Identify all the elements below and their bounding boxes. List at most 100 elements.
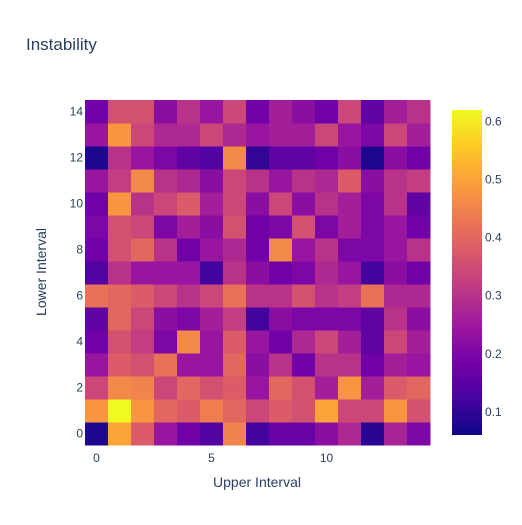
heatmap-cell: [108, 238, 132, 262]
heatmap-cell: [384, 192, 408, 216]
heatmap-cell: [246, 284, 270, 308]
heatmap-cell: [384, 169, 408, 193]
colorbar-tick-label: 0.5: [485, 173, 502, 187]
heatmap-cell: [177, 284, 201, 308]
heatmap-cell: [223, 215, 247, 239]
heatmap-cell: [292, 353, 316, 377]
x-tick-label: 0: [93, 451, 100, 465]
heatmap-cell: [384, 146, 408, 170]
heatmap-cell: [338, 376, 362, 400]
colorbar-tick-label: 0.4: [485, 231, 502, 245]
heatmap-cell: [154, 284, 178, 308]
heatmap-cell: [338, 307, 362, 331]
colorbar-ticks: 0.1 0.2 0.3 0.4 0.5 0.6: [485, 115, 502, 419]
heatmap-cell: [338, 399, 362, 423]
heatmap-cell: [269, 123, 293, 147]
heatmap-cell: [361, 307, 385, 331]
heatmap-cell: [338, 353, 362, 377]
heatmap-cell: [108, 192, 132, 216]
heatmap-cell: [200, 169, 224, 193]
heatmap-cell: [407, 169, 431, 193]
heatmap-cell: [384, 284, 408, 308]
heatmap-cell: [223, 284, 247, 308]
y-tick-label: 8: [76, 243, 83, 257]
heatmap-cell: [223, 100, 247, 124]
heatmap-cell: [108, 399, 132, 423]
heatmap-cell: [292, 123, 316, 147]
heatmap-cell: [108, 376, 132, 400]
heatmap-cell: [131, 192, 155, 216]
heatmap-cell: [361, 330, 385, 354]
heatmap-cell: [246, 146, 270, 170]
heatmap-cell: [85, 399, 109, 423]
heatmap-cell: [246, 192, 270, 216]
y-tick-label: 2: [76, 381, 83, 395]
heatmap-cell: [315, 376, 339, 400]
heatmap-cell: [246, 100, 270, 124]
heatmap-cell: [407, 422, 431, 446]
heatmap-cell: [223, 169, 247, 193]
heatmap-cell: [292, 215, 316, 239]
heatmap-cell: [361, 100, 385, 124]
colorbar-tick-label: 0.2: [485, 347, 502, 361]
heatmap-cell: [407, 100, 431, 124]
heatmap-cell: [85, 123, 109, 147]
heatmap-cell: [361, 261, 385, 285]
heatmap-cell: [292, 330, 316, 354]
y-axis-label: Lower Interval: [33, 228, 49, 316]
heatmap-cell: [108, 330, 132, 354]
heatmap-cell: [200, 123, 224, 147]
heatmap-cell: [407, 284, 431, 308]
y-tick-label: 12: [70, 151, 84, 165]
heatmap-cell: [246, 422, 270, 446]
heatmap-cell: [384, 330, 408, 354]
heatmap-cell: [223, 238, 247, 262]
heatmap-cell: [315, 169, 339, 193]
heatmap-cell: [200, 192, 224, 216]
heatmap-cell: [315, 146, 339, 170]
heatmap-cell: [269, 261, 293, 285]
heatmap-cell: [223, 422, 247, 446]
heatmap-cell: [338, 100, 362, 124]
heatmap-cell: [131, 330, 155, 354]
heatmap-cell: [223, 330, 247, 354]
heatmap-cell: [131, 169, 155, 193]
heatmap-cell: [154, 307, 178, 331]
heatmap-cell: [108, 261, 132, 285]
heatmap-cell: [154, 376, 178, 400]
heatmap-cell: [269, 399, 293, 423]
heatmap-cell: [292, 192, 316, 216]
heatmap-cell: [200, 307, 224, 331]
heatmap-cell: [154, 261, 178, 285]
heatmap-cell: [154, 169, 178, 193]
heatmap-cell: [315, 261, 339, 285]
colorbar: [452, 110, 482, 435]
heatmap-cell: [292, 307, 316, 331]
heatmap-cell: [131, 238, 155, 262]
heatmap-cell: [131, 307, 155, 331]
heatmap-cell: [269, 422, 293, 446]
heatmap-cell: [85, 353, 109, 377]
heatmap-cell: [338, 284, 362, 308]
heatmap-cell: [361, 192, 385, 216]
heatmap-cell: [407, 146, 431, 170]
heatmap-cell: [315, 330, 339, 354]
colorbar-tick-label: 0.3: [485, 289, 502, 303]
heatmap-cell: [338, 169, 362, 193]
heatmap-cell: [246, 353, 270, 377]
heatmap-cell: [269, 330, 293, 354]
heatmap-cell: [200, 330, 224, 354]
heatmap-cell: [269, 169, 293, 193]
heatmap-cell: [315, 422, 339, 446]
heatmap-cell: [154, 146, 178, 170]
heatmap-cell: [131, 353, 155, 377]
heatmap-cell: [200, 399, 224, 423]
heatmap-cell: [384, 307, 408, 331]
heatmap-cell: [177, 238, 201, 262]
y-tick-label: 14: [70, 105, 84, 119]
heatmap-cell: [269, 376, 293, 400]
heatmap-cell: [223, 376, 247, 400]
heatmap-cell: [177, 307, 201, 331]
heatmap-cell: [154, 192, 178, 216]
heatmap-cell: [177, 261, 201, 285]
